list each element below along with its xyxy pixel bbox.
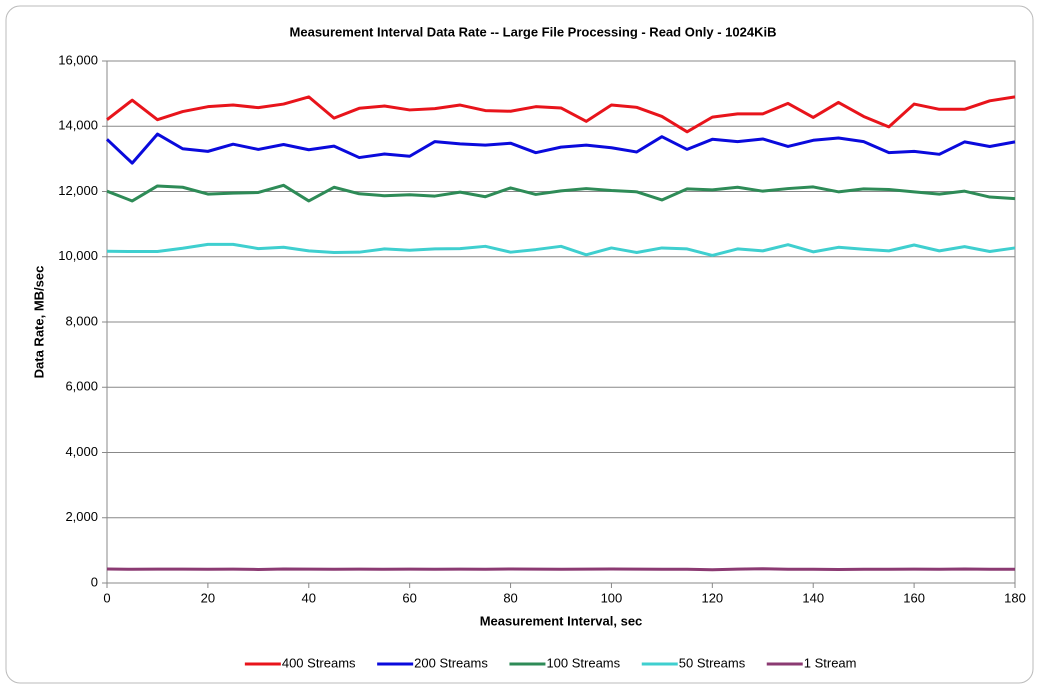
series-line (106, 567, 1015, 572)
y-tick-label: 0 (91, 574, 98, 589)
y-tick-label: 4,000 (65, 444, 98, 459)
legend-label: 1 Stream (804, 655, 857, 670)
x-tick-label: 80 (503, 590, 517, 605)
x-tick-label: 120 (701, 590, 723, 605)
legend-label: 100 Streams (546, 655, 620, 670)
y-tick-label: 6,000 (65, 379, 98, 394)
legend-label: 50 Streams (679, 655, 746, 670)
y-tick-label: 10,000 (58, 248, 98, 263)
y-tick-label: 8,000 (65, 313, 98, 328)
y-axis-title: Data Rate, MB/sec (31, 266, 46, 379)
legend-label: 200 Streams (414, 655, 488, 670)
chart-frame (5, 5, 1034, 684)
x-tick-label: 140 (802, 590, 824, 605)
series-line (105, 132, 1016, 165)
x-tick-label: 20 (201, 590, 215, 605)
y-tick-label: 16,000 (58, 52, 98, 67)
series-line (106, 183, 1016, 203)
chart-title: Measurement Interval Data Rate -- Large … (290, 24, 777, 39)
y-tick-label: 2,000 (65, 509, 98, 524)
x-tick-label: 60 (402, 590, 416, 605)
legend-label: 400 Streams (282, 655, 356, 670)
plot-area (106, 60, 1016, 584)
series-line (106, 242, 1016, 257)
x-tick-label: 0 (103, 590, 110, 605)
x-tick-label: 180 (1004, 590, 1026, 605)
x-tick-label: 160 (903, 590, 925, 605)
series-line (106, 95, 1016, 134)
x-tick-label: 40 (302, 590, 316, 605)
y-tick-label: 14,000 (58, 118, 98, 133)
x-axis-title: Measurement Interval, sec (480, 613, 643, 628)
y-tick-label: 12,000 (58, 183, 98, 198)
x-tick-label: 100 (601, 590, 623, 605)
